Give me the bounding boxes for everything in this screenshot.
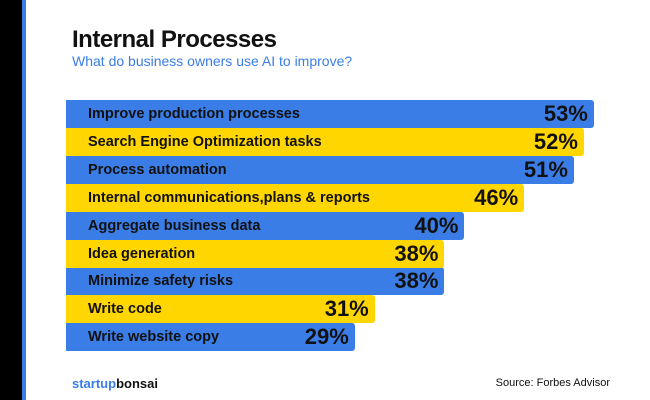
chart-title: Internal Processes xyxy=(72,26,277,53)
bar: Search Engine Optimization tasks 52% xyxy=(66,127,584,156)
bar-value-label: 51% xyxy=(523,156,568,182)
chart-subtitle: What do business owners use AI to improv… xyxy=(72,53,353,69)
bar-label: Minimize safety risks xyxy=(88,273,234,290)
bar-value-label: 29% xyxy=(304,324,349,350)
bar-value-label: 38% xyxy=(394,268,439,294)
bar: Aggregate business data 40% xyxy=(66,211,465,240)
bar-label: Process automation xyxy=(88,161,227,178)
left-black-border xyxy=(0,0,22,400)
bar-label: Write code xyxy=(88,301,162,318)
bar-value-label: 38% xyxy=(394,240,439,266)
startupbonsai-logo: startupbonsai xyxy=(72,376,158,391)
source-note: Source: Forbes Advisor xyxy=(495,377,610,389)
bar-label: Write website copy xyxy=(88,329,220,346)
bar-label: Idea generation xyxy=(88,245,196,262)
bar: Write code 31% xyxy=(66,295,375,324)
bar: Minimize safety risks 38% xyxy=(66,267,445,296)
bar: Idea generation 38% xyxy=(66,239,445,268)
bar-value-label: 53% xyxy=(543,101,588,126)
bar-label: Improve production processes xyxy=(88,106,300,122)
bar-label: Internal communications,plans & reports xyxy=(88,189,370,206)
bar-value-label: 40% xyxy=(414,212,459,238)
bar-label: Search Engine Optimization tasks xyxy=(88,133,322,150)
bar-value-label: 46% xyxy=(474,184,519,210)
bar-value-label: 31% xyxy=(324,296,369,322)
bar-label: Aggregate business data xyxy=(88,217,261,234)
bar: Improve production processes 53% xyxy=(66,100,594,128)
bar: Internal communications,plans & reports 4… xyxy=(66,183,525,212)
bar-value-label: 52% xyxy=(533,128,578,154)
left-accent-strip xyxy=(22,0,26,400)
bar: Process automation 51% xyxy=(66,155,574,184)
bar: Write website copy 29% xyxy=(66,323,355,352)
